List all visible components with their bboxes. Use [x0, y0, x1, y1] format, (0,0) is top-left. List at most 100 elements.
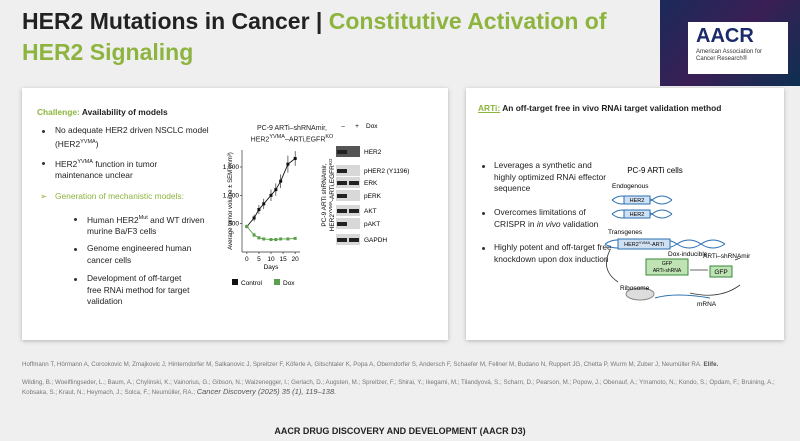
blot-frame — [336, 234, 360, 245]
title-green: Constitutive Activation of HER2 Signalin… — [22, 8, 607, 65]
heading-label: ARTi: — [478, 103, 501, 113]
point — [274, 188, 278, 192]
diagram-label: Dox-inducible — [668, 251, 708, 258]
text: function in tumor maintenance unclear — [55, 158, 158, 181]
point — [262, 237, 266, 241]
bullet-text: Genome engineered human cancer cells — [87, 243, 192, 265]
journal: Elife. — [703, 361, 719, 368]
diagram-title: PC-9 ARTi cells — [627, 166, 683, 175]
row-label: pHER2 (Y1196) — [364, 168, 409, 175]
heading-text: An off-target free in vivo RNAi target v… — [502, 103, 722, 113]
arrow — [606, 249, 741, 296]
bullet-text: Highly potent and off-target free knockd… — [494, 242, 612, 264]
text: ) — [95, 138, 99, 149]
gene-box — [623, 195, 651, 205]
mrna — [654, 294, 711, 299]
gene-label: HER2 — [630, 198, 645, 204]
text: Hoffmann T, Hörmann A, Corcokovic M, Zma… — [22, 361, 702, 368]
row-label: AKT — [364, 208, 377, 215]
gfp-box — [709, 265, 733, 278]
challenge: Challenge: Availability of models — [37, 107, 168, 119]
blot-label: PC-9 ARTi shRNAmir,HER2YVMA-ARTi,EGFRKO — [321, 158, 336, 231]
band — [349, 209, 359, 213]
bullet-text: Overcomes limitations of CRISPR in in vi… — [494, 207, 619, 230]
right-heading: ARTi: An off-target free in vivo RNAi ta… — [478, 103, 768, 115]
blot-frame — [336, 177, 360, 188]
text: -ARTi — [650, 242, 664, 248]
journal: Cancer Discovery (2025) 35 (1), 119–138. — [196, 387, 337, 396]
ribosome — [625, 287, 655, 301]
text: PC-9 ARTi shRNAmir, — [321, 163, 328, 226]
y-axis-label: Average tumor volume ± SEM (mm³) — [228, 152, 234, 250]
row-label: ERK — [364, 180, 378, 187]
text: HER2 — [329, 214, 336, 232]
text: PC-9 ARTi–shRNAmir, — [256, 125, 328, 132]
diagram-label: mRNA — [697, 301, 717, 308]
bullet-text: No adequate HER2 driven NSCLC model (HER… — [55, 125, 220, 150]
text: and WT driven murine Ba/F3 cells — [87, 214, 205, 237]
blot-frame — [336, 218, 360, 229]
row-label: GAPDH — [364, 237, 387, 244]
band — [337, 194, 347, 198]
blot-frame — [336, 146, 360, 157]
text: Human HER2 — [87, 214, 139, 225]
blot-frame — [336, 165, 360, 176]
x-tick-label: 20 — [292, 256, 300, 263]
text: ARTi-shRNA — [653, 268, 682, 274]
text: No adequate HER2 driven NSCLC model (HER… — [55, 125, 209, 149]
transgene-label: HER2YVMA-ARTi — [624, 240, 664, 248]
text: HER2 — [55, 158, 78, 169]
x-tick-label: 5 — [257, 256, 261, 263]
x-tick-label: 15 — [279, 256, 287, 263]
legend-label: Dox — [283, 280, 295, 287]
slide-title: HER2 Mutations in Cancer | Constitutive … — [22, 6, 662, 68]
diagram-label: Ribosome — [620, 285, 650, 292]
band — [349, 238, 359, 242]
text: Overcomes limitations of CRISPR in — [494, 207, 586, 229]
arrow: ➢ — [40, 191, 48, 201]
legend-label: Control — [241, 280, 263, 287]
y-tick-label: 1,000 — [223, 192, 240, 199]
footer: AACR DRUG DISCOVERY AND DEVELOPMENT (AAC… — [274, 426, 526, 436]
point — [293, 236, 297, 240]
logo-box: AACR American Association for Cancer Res… — [688, 22, 788, 74]
point — [293, 157, 297, 160]
point — [274, 238, 278, 242]
reference: Hoffmann T, Hörmann A, Corcokovic M, Zma… — [22, 360, 782, 369]
text: in vivo — [536, 218, 561, 229]
diagram-label: ARTi–shRNAmir — [703, 253, 751, 260]
y-tick-label: 1,500 — [223, 164, 240, 171]
diagram-label: Endogenous — [612, 183, 649, 190]
column-label: + — [355, 123, 359, 130]
gene-label: HER2 — [630, 212, 645, 218]
point — [262, 202, 266, 206]
text: GFP — [662, 261, 673, 267]
logo-name: AACR — [696, 25, 754, 47]
sup: YVMA — [77, 159, 93, 165]
point — [269, 238, 273, 242]
sup: KO — [328, 158, 333, 165]
point — [269, 193, 273, 197]
bullet — [482, 247, 485, 250]
challenge-text: Availability of models — [81, 107, 168, 117]
point — [279, 179, 283, 183]
text: validation — [560, 218, 599, 229]
blot: PC-9 ARTi shRNAmir,HER2YVMA-ARTi,EGFRKO … — [321, 123, 409, 245]
bullet-text: Development of off-target free RNAi meth… — [87, 273, 190, 306]
text: HER2 — [250, 136, 270, 144]
row-label: pERK — [364, 193, 382, 200]
row-label: pAKT — [364, 221, 380, 228]
blot-frame — [336, 190, 360, 201]
bullet — [74, 218, 77, 221]
sup: YVMA — [328, 201, 333, 214]
bullet — [74, 278, 77, 281]
gene-box — [623, 209, 651, 219]
transgene-box — [617, 238, 671, 250]
bullet — [74, 248, 77, 251]
challenge-label: Challenge: — [37, 107, 80, 117]
point — [252, 216, 256, 220]
band — [337, 169, 347, 173]
bullet — [482, 165, 485, 168]
